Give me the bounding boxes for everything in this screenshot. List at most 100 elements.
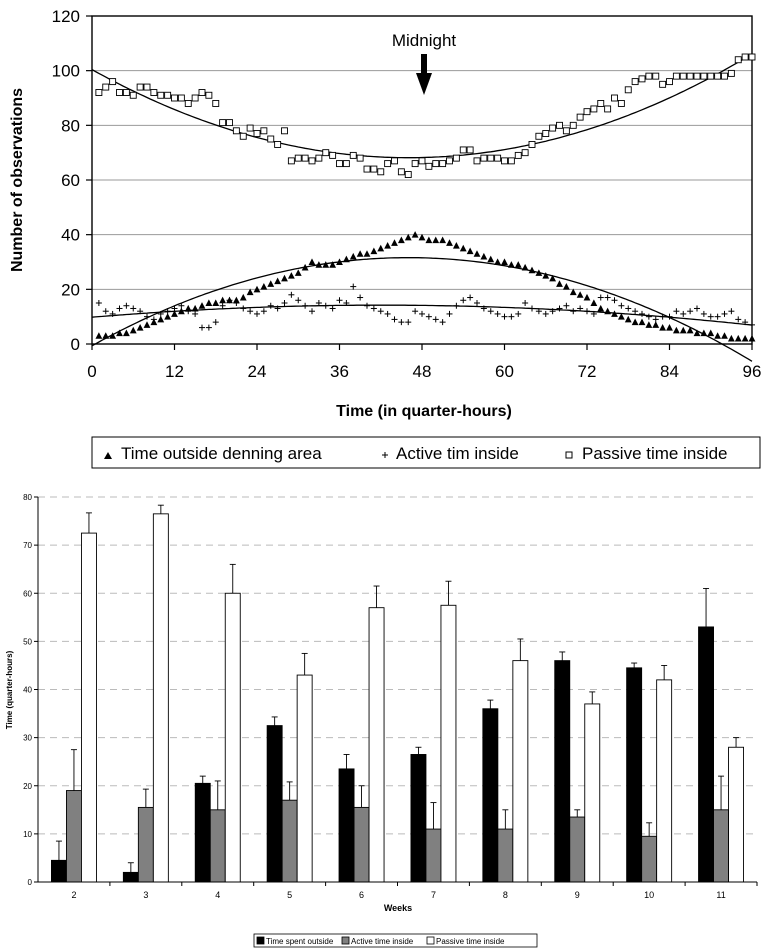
passive-point [715,73,721,79]
passive-point [467,147,473,153]
active-point [247,308,253,314]
passive-point [343,161,349,167]
outside-point [707,329,714,336]
top-y-tick-label: 120 [52,7,80,26]
outside-point [474,250,481,257]
passive-point [247,125,253,131]
active-point [605,295,611,301]
passive-point [371,166,377,172]
bar-outside [699,627,714,882]
error-bar [703,588,709,627]
active-point [612,297,618,303]
active-point [254,311,260,317]
bar-active [66,791,81,882]
bar-outside [123,872,138,882]
active-point [357,295,363,301]
outside-point [446,239,453,246]
active-point [378,308,384,314]
active-point [206,325,212,331]
active-point [213,319,219,325]
active-point [130,305,136,311]
bar-outside [339,769,354,882]
active-point [364,303,370,309]
active-point [371,305,377,311]
outside-point [494,258,501,265]
bar-x-tick-label: 5 [287,890,292,900]
passive-point [680,73,686,79]
passive-point [639,76,645,82]
passive-point [660,81,666,87]
error-bar [718,776,724,810]
passive-point [398,169,404,175]
outside-point [384,242,391,249]
top-x-tick-label: 36 [330,362,349,381]
error-bar [56,841,62,860]
legend-swatch-active [342,937,349,944]
passive-point [412,161,418,167]
top-x-tick-label: 84 [660,362,679,381]
active-point [405,319,411,325]
bar-chart-x-axis-label: Weeks [384,903,412,913]
outside-point [295,269,302,276]
error-bar [559,652,565,661]
passive-point [192,95,198,101]
bar-y-tick-label: 30 [23,734,32,743]
outside-point [364,250,371,257]
passive-point [172,95,178,101]
error-bar [128,863,134,873]
outside-point [137,324,144,331]
passive-point [550,125,556,131]
passive-point [282,128,288,134]
outside-point [556,280,563,287]
outside-point [432,237,439,244]
error-bar [589,692,595,704]
passive-point [240,133,246,139]
error-bar [86,513,92,533]
error-bar [502,810,508,829]
passive-point [460,147,466,153]
passive-point [220,120,226,126]
active-point [282,300,288,306]
bar-active [498,829,513,882]
error-bar [287,782,293,800]
top-x-tick-label: 0 [87,362,96,381]
outside-point [453,242,460,249]
outside-point [584,294,591,301]
active-point [632,308,638,314]
active-point [660,314,666,320]
error-bar [302,653,308,675]
passive-point [646,73,652,79]
top-x-tick-label: 12 [165,362,184,381]
outside-point [749,335,756,342]
bar-chart-bars [51,505,743,882]
top-legend-label-outside: Time outside denning area [121,444,322,463]
passive-point [254,131,260,137]
active-point [103,308,109,314]
outside-point [721,332,728,339]
passive-point [233,128,239,134]
outside-point [144,321,151,328]
active-point [715,314,721,320]
bar-x-tick-label: 6 [359,890,364,900]
active-point [502,314,508,320]
passive-point [144,84,150,90]
passive-point [185,100,191,106]
outside-point [205,299,212,306]
error-bar [733,738,739,748]
error-bar [631,663,637,668]
passive-point [495,155,501,161]
active-point [618,303,624,309]
bar-x-tick-label: 4 [215,890,220,900]
passive-point [453,155,459,161]
top-legend-label-active: Active tim inside [396,444,519,463]
passive-point [385,161,391,167]
passive-point [605,106,611,112]
passive-point [481,155,487,161]
passive-point [206,92,212,98]
midnight-arrow-icon [416,54,432,95]
bar-outside [411,754,426,882]
passive-point [364,166,370,172]
active-point [295,297,301,303]
outside-point [123,329,130,336]
